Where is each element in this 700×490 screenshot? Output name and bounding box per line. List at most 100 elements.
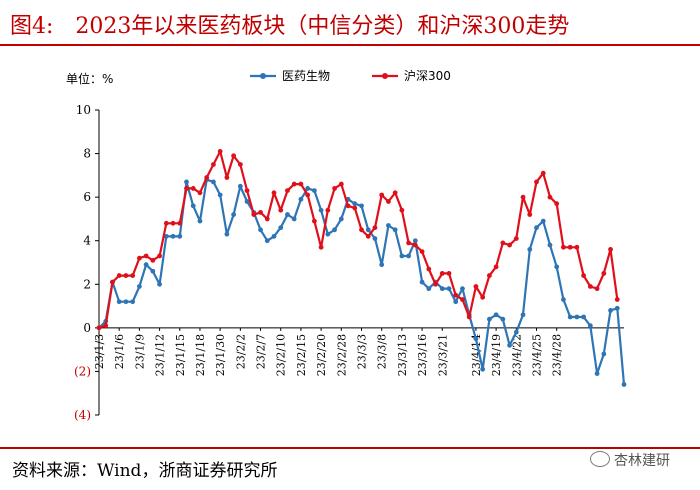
- series-pharma-point: [386, 223, 391, 228]
- series-csi300-line: [98, 150, 619, 329]
- series-pharma-point: [446, 286, 452, 292]
- series-csi300-point: [567, 244, 573, 250]
- series-csi300-point: [264, 216, 270, 222]
- series-csi300-point: [278, 207, 284, 213]
- series-csi300-legend-marker: [382, 73, 388, 79]
- series-pharma-legend-label: 医药生物: [282, 69, 330, 83]
- series-pharma-point: [211, 179, 216, 185]
- series-csi300-point: [581, 273, 587, 278]
- x-tick-label: 23/2/15: [295, 334, 308, 376]
- series-pharma-point: [311, 188, 317, 194]
- series-csi300-point: [311, 218, 317, 224]
- series-csi300-point: [325, 207, 331, 213]
- series-csi300-point: [318, 244, 324, 250]
- series-pharma-point: [136, 284, 142, 289]
- x-tick-label: 23/1/6: [113, 334, 126, 369]
- x-tick-label: 23/3/16: [416, 334, 429, 376]
- series-pharma-point: [534, 225, 539, 231]
- series-csi300-point: [204, 175, 210, 180]
- series-pharma-point: [372, 236, 378, 241]
- x-tick-label: 23/1/15: [174, 334, 187, 376]
- series-csi300-point: [305, 192, 311, 198]
- series-csi300-point: [534, 179, 539, 185]
- title-text: 2023年以来医药板块（中信分类）和沪深300走势: [75, 14, 570, 39]
- series-pharma-point: [332, 227, 337, 233]
- series-csi300-point: [197, 190, 203, 196]
- series-csi300-legend-label: 沪深300: [404, 69, 451, 83]
- series-csi300-point: [493, 264, 499, 270]
- series-pharma-point: [365, 227, 371, 233]
- series-csi300-point: [345, 203, 351, 209]
- series-pharma-point: [291, 216, 297, 222]
- series-pharma-point: [116, 299, 122, 305]
- series-pharma-point: [621, 382, 627, 387]
- series-csi300-point: [412, 242, 418, 248]
- series-csi300-point: [338, 181, 344, 187]
- series-pharma-point: [399, 253, 405, 259]
- series-csi300-point: [244, 188, 250, 194]
- wechat-icon: [590, 451, 610, 467]
- series-pharma-point: [130, 299, 136, 305]
- x-tick-label: 23/3/3: [356, 334, 369, 369]
- series-pharma-point: [190, 203, 196, 209]
- x-tick-label: 23/4/25: [531, 334, 544, 376]
- x-tick-label: 23/2/2: [234, 334, 247, 369]
- series-pharma-point: [594, 371, 600, 377]
- series-csi300-point: [453, 292, 459, 298]
- series-csi300-point: [406, 240, 412, 246]
- x-tick-label: 23/1/18: [194, 334, 207, 376]
- y-tick-label: 0: [83, 321, 91, 335]
- series-csi300-point: [359, 227, 364, 233]
- x-tick-label: 23/2/10: [275, 334, 288, 376]
- series-pharma-point: [143, 262, 149, 268]
- series-csi300-point: [217, 148, 223, 154]
- figure-label: 图4:: [10, 14, 54, 39]
- series-csi300-point: [460, 297, 465, 302]
- series-csi300-point: [298, 181, 304, 187]
- series-pharma-point: [244, 199, 250, 204]
- series-csi300-point: [231, 153, 237, 159]
- series-pharma-point: [184, 179, 189, 185]
- series-csi300-point: [426, 266, 432, 272]
- x-tick-label: 23/2/28: [335, 334, 348, 376]
- series-csi300-point: [251, 212, 257, 217]
- y-tick-label: 6: [83, 190, 91, 204]
- series-pharma-point: [338, 216, 344, 222]
- title-bar: [0, 0, 700, 46]
- series-pharma-point: [453, 299, 459, 305]
- series-csi300-point: [507, 242, 512, 248]
- series-csi300-point: [561, 244, 566, 250]
- x-tick-label: 23/3/21: [436, 334, 449, 376]
- series-csi300-point: [513, 236, 519, 241]
- series-pharma-point: [217, 192, 223, 198]
- series-pharma-point: [379, 262, 385, 268]
- series-pharma-point: [500, 316, 506, 322]
- y-tick-label: (2): [74, 364, 91, 378]
- source-note: 资料来源：Wind，浙商证券研究所: [12, 461, 278, 481]
- series-csi300-point: [110, 279, 115, 285]
- series-pharma-point: [513, 329, 519, 335]
- series-pharma-point: [285, 212, 290, 217]
- series-csi300-point: [379, 192, 385, 198]
- x-tick-label: 23/1/30: [214, 334, 227, 376]
- series-csi300-point: [399, 207, 405, 213]
- series-csi300-point: [601, 270, 607, 276]
- x-tick-label: 23/4/14: [470, 334, 483, 376]
- y-tick-label: 8: [83, 147, 91, 161]
- series-pharma-point: [150, 268, 156, 274]
- series-csi300-point: [386, 199, 391, 204]
- series-csi300-point: [184, 186, 189, 191]
- series-csi300-point: [473, 284, 479, 289]
- series-csi300-point: [237, 162, 243, 167]
- series-csi300-point: [211, 162, 216, 167]
- series-csi300-point: [372, 225, 378, 231]
- series-csi300-point: [574, 244, 580, 250]
- series-csi300-point: [527, 212, 533, 217]
- series-pharma-point: [480, 366, 486, 372]
- series-csi300-point: [143, 253, 149, 259]
- series-csi300-point: [150, 257, 156, 263]
- series-pharma-point: [527, 247, 533, 252]
- source-divider: [0, 447, 700, 449]
- unit-label: 单位：%: [66, 72, 114, 86]
- series-pharma-point: [608, 308, 613, 313]
